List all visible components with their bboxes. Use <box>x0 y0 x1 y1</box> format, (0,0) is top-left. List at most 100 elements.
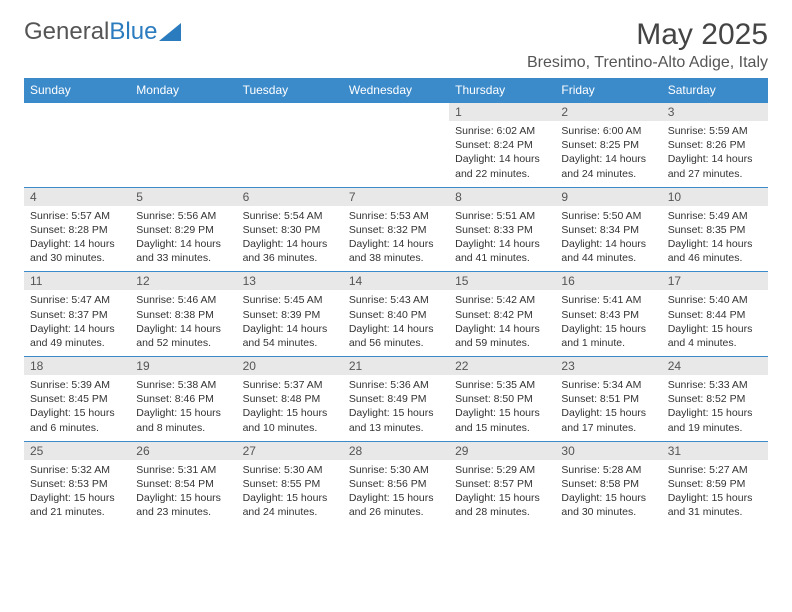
calendar-day-cell: 19Sunrise: 5:38 AMSunset: 8:46 PMDayligh… <box>130 357 236 442</box>
daylight-text-1: Daylight: 15 hours <box>349 406 443 420</box>
calendar-day-cell: 3Sunrise: 5:59 AMSunset: 8:26 PMDaylight… <box>662 103 768 188</box>
day-number: 26 <box>130 442 236 460</box>
sunrise-text: Sunrise: 5:41 AM <box>561 293 655 307</box>
day-body: Sunrise: 5:50 AMSunset: 8:34 PMDaylight:… <box>555 206 661 272</box>
day-body: Sunrise: 5:28 AMSunset: 8:58 PMDaylight:… <box>555 460 661 526</box>
day-number: 6 <box>237 188 343 206</box>
sunrise-text: Sunrise: 5:53 AM <box>349 209 443 223</box>
calendar-week-row: 1Sunrise: 6:02 AMSunset: 8:24 PMDaylight… <box>24 103 768 188</box>
sunrise-text: Sunrise: 5:54 AM <box>243 209 337 223</box>
daylight-text-1: Daylight: 15 hours <box>455 491 549 505</box>
calendar-day-cell: 28Sunrise: 5:30 AMSunset: 8:56 PMDayligh… <box>343 441 449 525</box>
daylight-text-1: Daylight: 14 hours <box>349 237 443 251</box>
sunrise-text: Sunrise: 5:27 AM <box>668 463 762 477</box>
daylight-text-1: Daylight: 15 hours <box>136 406 230 420</box>
calendar-day-cell: 10Sunrise: 5:49 AMSunset: 8:35 PMDayligh… <box>662 187 768 272</box>
day-number: 12 <box>130 272 236 290</box>
logo: GeneralBlue <box>24 18 181 46</box>
sunset-text: Sunset: 8:30 PM <box>243 223 337 237</box>
day-body: Sunrise: 6:00 AMSunset: 8:25 PMDaylight:… <box>555 121 661 187</box>
daylight-text-2: and 24 minutes. <box>561 167 655 181</box>
sunrise-text: Sunrise: 5:38 AM <box>136 378 230 392</box>
calendar-day-cell: 21Sunrise: 5:36 AMSunset: 8:49 PMDayligh… <box>343 357 449 442</box>
daylight-text-1: Daylight: 14 hours <box>349 322 443 336</box>
calendar-day-cell: 8Sunrise: 5:51 AMSunset: 8:33 PMDaylight… <box>449 187 555 272</box>
day-body: Sunrise: 5:46 AMSunset: 8:38 PMDaylight:… <box>130 290 236 356</box>
sunrise-text: Sunrise: 5:28 AM <box>561 463 655 477</box>
daylight-text-2: and 56 minutes. <box>349 336 443 350</box>
calendar-day-cell: 2Sunrise: 6:00 AMSunset: 8:25 PMDaylight… <box>555 103 661 188</box>
calendar-day-cell: 24Sunrise: 5:33 AMSunset: 8:52 PMDayligh… <box>662 357 768 442</box>
daylight-text-2: and 15 minutes. <box>455 421 549 435</box>
sunset-text: Sunset: 8:37 PM <box>30 308 124 322</box>
page-subtitle: Bresimo, Trentino-Alto Adige, Italy <box>527 54 768 72</box>
day-body: Sunrise: 5:31 AMSunset: 8:54 PMDaylight:… <box>130 460 236 526</box>
daylight-text-1: Daylight: 15 hours <box>668 406 762 420</box>
weekday-header: Friday <box>555 78 661 103</box>
day-body: Sunrise: 6:02 AMSunset: 8:24 PMDaylight:… <box>449 121 555 187</box>
calendar-day-cell: 30Sunrise: 5:28 AMSunset: 8:58 PMDayligh… <box>555 441 661 525</box>
day-number: 5 <box>130 188 236 206</box>
daylight-text-1: Daylight: 15 hours <box>668 322 762 336</box>
sunrise-text: Sunrise: 5:33 AM <box>668 378 762 392</box>
calendar-week-row: 11Sunrise: 5:47 AMSunset: 8:37 PMDayligh… <box>24 272 768 357</box>
daylight-text-2: and 30 minutes. <box>561 505 655 519</box>
daylight-text-2: and 59 minutes. <box>455 336 549 350</box>
sunrise-text: Sunrise: 5:42 AM <box>455 293 549 307</box>
day-body: Sunrise: 5:59 AMSunset: 8:26 PMDaylight:… <box>662 121 768 187</box>
sunset-text: Sunset: 8:59 PM <box>668 477 762 491</box>
day-body: Sunrise: 5:36 AMSunset: 8:49 PMDaylight:… <box>343 375 449 441</box>
daylight-text-1: Daylight: 14 hours <box>561 237 655 251</box>
day-body: Sunrise: 5:51 AMSunset: 8:33 PMDaylight:… <box>449 206 555 272</box>
daylight-text-1: Daylight: 14 hours <box>561 152 655 166</box>
daylight-text-1: Daylight: 15 hours <box>561 406 655 420</box>
weekday-header-row: SundayMondayTuesdayWednesdayThursdayFrid… <box>24 78 768 103</box>
sunset-text: Sunset: 8:44 PM <box>668 308 762 322</box>
sunset-text: Sunset: 8:52 PM <box>668 392 762 406</box>
day-body: Sunrise: 5:33 AMSunset: 8:52 PMDaylight:… <box>662 375 768 441</box>
day-number: 18 <box>24 357 130 375</box>
day-number: 30 <box>555 442 661 460</box>
logo-text-b: Blue <box>109 18 157 46</box>
day-body: Sunrise: 5:27 AMSunset: 8:59 PMDaylight:… <box>662 460 768 526</box>
calendar-day-cell: 18Sunrise: 5:39 AMSunset: 8:45 PMDayligh… <box>24 357 130 442</box>
calendar-day-cell: 5Sunrise: 5:56 AMSunset: 8:29 PMDaylight… <box>130 187 236 272</box>
day-body: Sunrise: 5:54 AMSunset: 8:30 PMDaylight:… <box>237 206 343 272</box>
logo-text-a: General <box>24 18 109 46</box>
sunrise-text: Sunrise: 5:43 AM <box>349 293 443 307</box>
daylight-text-2: and 21 minutes. <box>30 505 124 519</box>
sunrise-text: Sunrise: 5:56 AM <box>136 209 230 223</box>
day-body: Sunrise: 5:57 AMSunset: 8:28 PMDaylight:… <box>24 206 130 272</box>
daylight-text-1: Daylight: 14 hours <box>455 152 549 166</box>
sunset-text: Sunset: 8:26 PM <box>668 138 762 152</box>
daylight-text-1: Daylight: 15 hours <box>561 491 655 505</box>
daylight-text-1: Daylight: 14 hours <box>243 237 337 251</box>
daylight-text-1: Daylight: 15 hours <box>349 491 443 505</box>
day-number: 10 <box>662 188 768 206</box>
sunset-text: Sunset: 8:56 PM <box>349 477 443 491</box>
daylight-text-1: Daylight: 15 hours <box>243 406 337 420</box>
daylight-text-2: and 24 minutes. <box>243 505 337 519</box>
weekday-header: Monday <box>130 78 236 103</box>
daylight-text-2: and 31 minutes. <box>668 505 762 519</box>
calendar-day-cell: 1Sunrise: 6:02 AMSunset: 8:24 PMDaylight… <box>449 103 555 188</box>
day-number: 15 <box>449 272 555 290</box>
calendar-day-cell <box>343 103 449 188</box>
daylight-text-1: Daylight: 14 hours <box>668 237 762 251</box>
day-number: 28 <box>343 442 449 460</box>
sunset-text: Sunset: 8:29 PM <box>136 223 230 237</box>
sunrise-text: Sunrise: 5:47 AM <box>30 293 124 307</box>
calendar-day-cell: 20Sunrise: 5:37 AMSunset: 8:48 PMDayligh… <box>237 357 343 442</box>
calendar-day-cell: 17Sunrise: 5:40 AMSunset: 8:44 PMDayligh… <box>662 272 768 357</box>
sunset-text: Sunset: 8:50 PM <box>455 392 549 406</box>
daylight-text-2: and 4 minutes. <box>668 336 762 350</box>
sunrise-text: Sunrise: 5:34 AM <box>561 378 655 392</box>
daylight-text-2: and 26 minutes. <box>349 505 443 519</box>
daylight-text-2: and 27 minutes. <box>668 167 762 181</box>
day-body: Sunrise: 5:43 AMSunset: 8:40 PMDaylight:… <box>343 290 449 356</box>
weekday-header: Saturday <box>662 78 768 103</box>
calendar-day-cell: 27Sunrise: 5:30 AMSunset: 8:55 PMDayligh… <box>237 441 343 525</box>
title-block: May 2025 Bresimo, Trentino-Alto Adige, I… <box>527 18 768 72</box>
day-number: 24 <box>662 357 768 375</box>
calendar-day-cell: 26Sunrise: 5:31 AMSunset: 8:54 PMDayligh… <box>130 441 236 525</box>
